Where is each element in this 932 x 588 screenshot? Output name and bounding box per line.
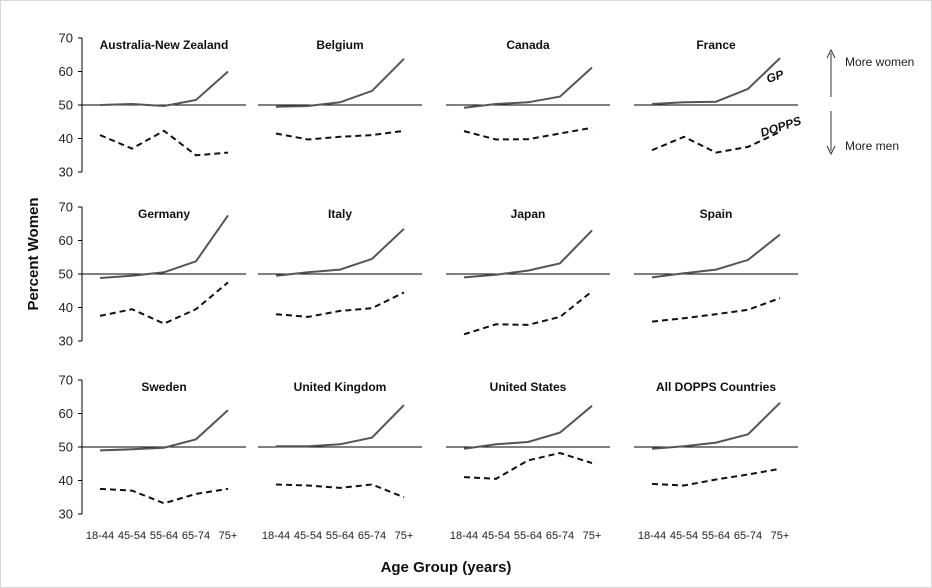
panel: United Kingdom 18-44 45-54 55-64 65-74 75+ bbox=[258, 380, 422, 542]
gp-series-line bbox=[651, 402, 781, 450]
y-tick-label: 60 bbox=[59, 233, 73, 248]
panel: Germany 30 40 50 60 70 bbox=[59, 200, 246, 349]
down-arrowhead bbox=[826, 145, 836, 156]
dopps-series-line bbox=[651, 467, 781, 487]
panel-title: United Kingdom bbox=[294, 380, 387, 394]
panel: Spain bbox=[634, 207, 798, 323]
gp-series-line bbox=[463, 229, 593, 279]
x-tick-label: 65-74 bbox=[546, 530, 574, 542]
panel: Canada bbox=[446, 38, 610, 141]
x-tick-label: 18-44 bbox=[262, 530, 290, 542]
dopps-series-line bbox=[275, 129, 405, 141]
more-women-label: More women bbox=[845, 55, 914, 69]
x-tick-label: 18-44 bbox=[86, 530, 114, 542]
up-arrowhead bbox=[826, 48, 836, 59]
x-tick-label: 45-54 bbox=[482, 530, 510, 542]
gp-series-line bbox=[276, 404, 405, 448]
x-tick-label: 75+ bbox=[219, 530, 238, 542]
panel-grid: Australia-New Zealand 30 40 50 60 70 Belgium Ca… bbox=[59, 31, 798, 542]
more-men-label: More men bbox=[845, 139, 899, 153]
dopps-series-line bbox=[463, 451, 593, 480]
panel-title: Australia-New Zealand bbox=[100, 38, 229, 52]
gp-series-line bbox=[651, 57, 781, 105]
panel-title: Canada bbox=[506, 38, 550, 52]
panel-title: Sweden bbox=[141, 380, 186, 394]
panel: Belgium bbox=[258, 38, 422, 141]
x-tick-label: 65-74 bbox=[358, 530, 386, 542]
x-tick-label: 45-54 bbox=[670, 530, 698, 542]
panel: All DOPPS Countries 18-44 45-54 55-64 65-74 7… bbox=[634, 380, 798, 542]
panel: Japan bbox=[446, 207, 610, 336]
y-tick-label: 40 bbox=[59, 300, 73, 315]
dopps-series-line bbox=[99, 281, 229, 325]
gp-series-line bbox=[463, 405, 593, 450]
panel-title: France bbox=[696, 38, 736, 52]
y-tick-label: 70 bbox=[59, 31, 73, 46]
dopps-series-line bbox=[463, 126, 593, 141]
y-tick-label: 50 bbox=[59, 440, 73, 455]
x-tick-label: 75+ bbox=[395, 530, 414, 542]
panel: France bbox=[634, 38, 798, 154]
dopps-series-line bbox=[651, 130, 781, 154]
gp-series-line bbox=[275, 58, 405, 108]
dopps-series-line bbox=[463, 290, 593, 336]
x-tick-label: 75+ bbox=[771, 530, 790, 542]
x-tick-label: 55-64 bbox=[702, 530, 730, 542]
y-tick-label: 60 bbox=[59, 406, 73, 421]
x-tick-label: 65-74 bbox=[734, 530, 762, 542]
gp-series-line bbox=[463, 66, 593, 109]
dopps-series-line bbox=[99, 487, 229, 505]
y-tick-label: 40 bbox=[59, 473, 73, 488]
y-axis-title: Percent Women bbox=[25, 197, 42, 310]
panel: Australia-New Zealand 30 40 50 60 70 bbox=[59, 31, 246, 180]
x-tick-label: 18-44 bbox=[450, 530, 478, 542]
gp-series-line bbox=[275, 228, 405, 277]
panel: Sweden 30 40 50 60 70 18-44 45-54 55-64 65-74 75+ bbox=[59, 373, 246, 542]
panel-title: Japan bbox=[511, 207, 546, 221]
panel-title: United States bbox=[490, 380, 567, 394]
x-tick-label: 18-44 bbox=[638, 530, 666, 542]
y-tick-label: 50 bbox=[59, 98, 73, 113]
y-tick-label: 30 bbox=[59, 334, 73, 349]
panel: Italy bbox=[258, 207, 422, 318]
y-tick-label: 70 bbox=[59, 200, 73, 215]
dopps-series-line bbox=[275, 483, 405, 499]
panel-title: All DOPPS Countries bbox=[656, 380, 776, 394]
x-tick-label: 75+ bbox=[583, 530, 602, 542]
gp-series-line bbox=[651, 233, 781, 279]
gp-series-line bbox=[99, 214, 229, 279]
x-axis-title: Age Group (years) bbox=[381, 559, 512, 576]
dopps-series-line bbox=[651, 297, 781, 323]
gp-series-line bbox=[99, 70, 229, 108]
y-tick-label: 40 bbox=[59, 131, 73, 146]
y-tick-label: 60 bbox=[59, 64, 73, 79]
y-tick-label: 30 bbox=[59, 507, 73, 522]
y-tick-label: 30 bbox=[59, 165, 73, 180]
panel-title: Italy bbox=[328, 207, 352, 221]
x-tick-label: 45-54 bbox=[118, 530, 146, 542]
x-tick-label: 55-64 bbox=[326, 530, 354, 542]
gp-series-label: GP bbox=[765, 67, 787, 86]
x-tick-label: 55-64 bbox=[150, 530, 178, 542]
panel-title: Belgium bbox=[316, 38, 363, 52]
x-tick-label: 65-74 bbox=[182, 530, 210, 542]
dopps-series-line bbox=[275, 291, 405, 318]
x-tick-label: 45-54 bbox=[294, 530, 322, 542]
y-tick-label: 70 bbox=[59, 373, 73, 388]
panel: United States 18-44 45-54 55-64 65-74 75+ bbox=[446, 380, 610, 542]
panel-title: Spain bbox=[700, 207, 733, 221]
y-tick-label: 50 bbox=[59, 267, 73, 282]
dopps-series-line bbox=[99, 129, 229, 157]
panel-title: Germany bbox=[138, 207, 190, 221]
x-tick-label: 55-64 bbox=[514, 530, 542, 542]
gp-series-line bbox=[99, 409, 229, 452]
